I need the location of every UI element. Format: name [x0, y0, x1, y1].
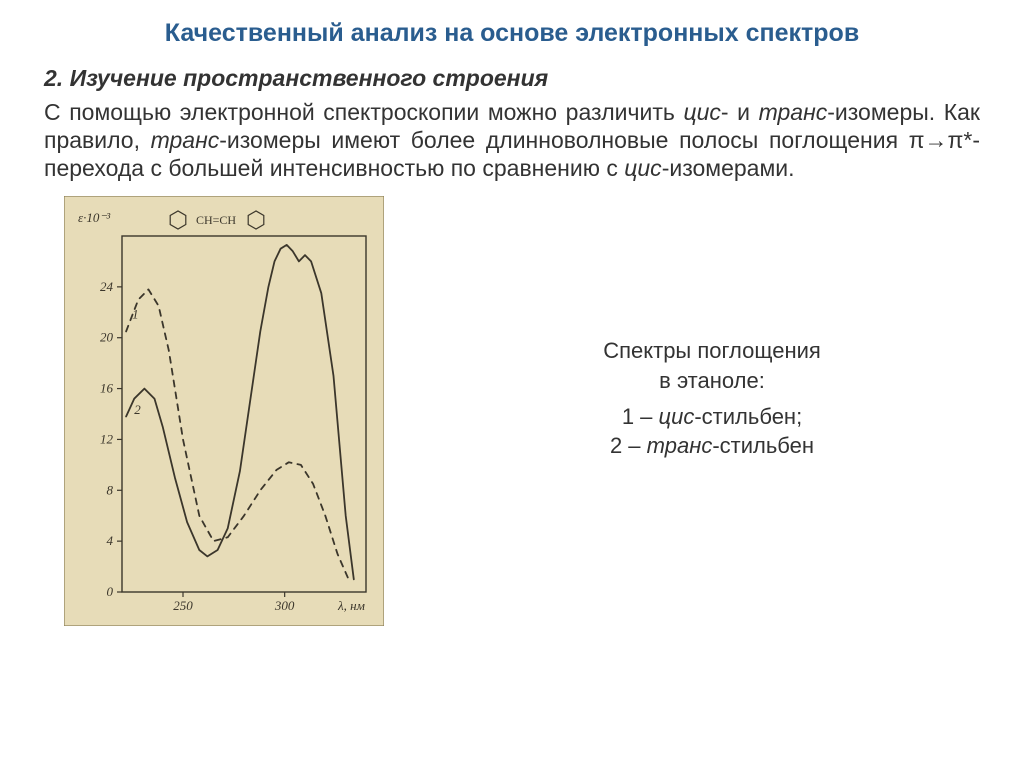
svg-text:12: 12 — [100, 432, 114, 447]
svg-text:ε·10⁻³: ε·10⁻³ — [78, 210, 111, 225]
svg-text:2: 2 — [134, 402, 141, 417]
svg-text:4: 4 — [107, 534, 114, 549]
para-italic-cis2: цис — [624, 155, 661, 181]
legend-item-1: 1 – цис-стильбен; — [444, 402, 980, 432]
svg-text:λ, нм: λ, нм — [337, 598, 365, 613]
svg-text:16: 16 — [100, 381, 114, 396]
body-paragraph: С помощью электронной спектроскопии можн… — [44, 98, 980, 182]
svg-text:24: 24 — [100, 279, 114, 294]
legend-item-post: -стильбен — [712, 433, 814, 458]
para-italic-trans2: транс — [151, 127, 220, 153]
slide-title: Качественный анализ на основе электронны… — [44, 18, 980, 49]
legend-item-post: -стильбен; — [694, 404, 802, 429]
para-italic-trans: транс — [759, 99, 828, 125]
legend-title-2: в этаноле: — [444, 366, 980, 396]
para-seg: С помощью электронной спектроскопии можн… — [44, 99, 683, 125]
para-seg: - и — [721, 99, 759, 125]
svg-text:8: 8 — [107, 483, 114, 498]
legend-item-italic: транс — [647, 433, 713, 458]
para-seg: -изомерами. — [662, 155, 795, 181]
chart-legend: Спектры поглощения в этаноле: 1 – цис-ст… — [444, 336, 980, 461]
para-italic-cis: цис — [683, 99, 720, 125]
spectrum-chart: 04812162024ε·10⁻³250300λ, нмCH=CH12 — [64, 196, 384, 626]
svg-text:0: 0 — [107, 584, 114, 599]
legend-item-pre: 1 – — [622, 404, 659, 429]
svg-text:250: 250 — [173, 598, 193, 613]
svg-text:300: 300 — [274, 598, 295, 613]
legend-item-2: 2 – транс-стильбен — [444, 431, 980, 461]
legend-item-italic: цис — [659, 404, 695, 429]
legend-item-pre: 2 – — [610, 433, 647, 458]
svg-text:20: 20 — [100, 330, 114, 345]
section-subtitle: 2. Изучение пространственного строения — [44, 65, 980, 92]
legend-title-1: Спектры поглощения — [444, 336, 980, 366]
svg-text:1: 1 — [132, 307, 139, 322]
svg-text:CH=CH: CH=CH — [196, 213, 236, 227]
